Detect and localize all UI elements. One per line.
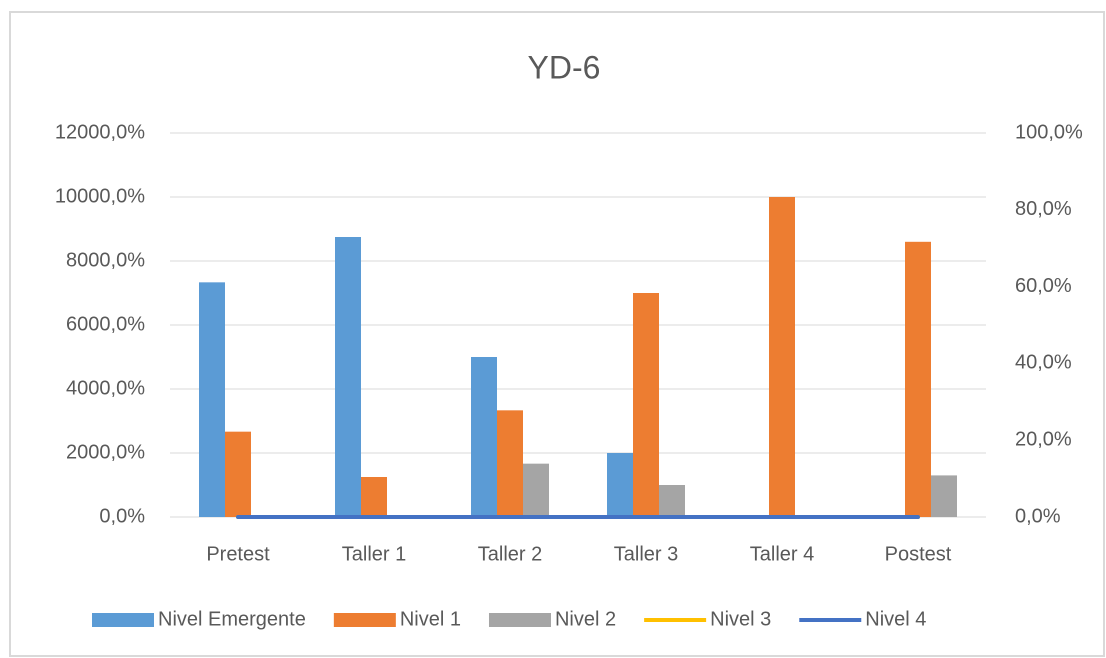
bar (633, 293, 659, 517)
x-tick-label: Taller 2 (478, 543, 542, 565)
bar (607, 453, 633, 517)
legend-swatch (333, 613, 396, 627)
y2-tick-label: 100,0% (1015, 121, 1083, 143)
y-tick-label: 10000,0% (55, 185, 145, 207)
bar (471, 357, 497, 517)
legend-label: Nivel 1 (400, 608, 461, 630)
legend-label: Nivel 2 (555, 608, 616, 630)
legend-label: Nivel 3 (710, 608, 771, 630)
x-tick-label: Taller 1 (342, 543, 406, 565)
bar (335, 237, 361, 517)
x-tick-label: Postest (885, 543, 952, 565)
x-tick-label: Pretest (206, 543, 270, 565)
y2-tick-label: 80,0% (1015, 198, 1072, 220)
y2-tick-label: 60,0% (1015, 275, 1072, 297)
y-tick-label: 0,0% (99, 505, 145, 527)
y-tick-label: 6000,0% (66, 313, 145, 335)
chart-title: YD-6 (528, 49, 601, 85)
legend-label: Nivel 4 (865, 608, 926, 630)
bar (905, 241, 931, 518)
y-tick-label: 4000,0% (66, 377, 145, 399)
bar (523, 463, 549, 517)
y-tick-label: 12000,0% (55, 121, 145, 143)
legend-swatch (488, 613, 551, 627)
y2-tick-label: 0,0% (1015, 505, 1061, 527)
bar (199, 282, 225, 517)
y-tick-label: 8000,0% (66, 249, 145, 271)
legend-label: Nivel Emergente (158, 608, 306, 630)
bar (225, 431, 251, 517)
bar (361, 477, 387, 517)
y2-tick-label: 40,0% (1015, 352, 1072, 374)
y-tick-label: 2000,0% (66, 441, 145, 463)
y2-tick-label: 20,0% (1015, 428, 1072, 450)
bar (931, 475, 957, 517)
x-tick-label: Taller 4 (750, 543, 814, 565)
bar (769, 197, 795, 517)
bar (497, 410, 523, 517)
bar (659, 485, 685, 517)
x-tick-label: Taller 3 (614, 543, 678, 565)
legend-swatch (92, 613, 154, 627)
